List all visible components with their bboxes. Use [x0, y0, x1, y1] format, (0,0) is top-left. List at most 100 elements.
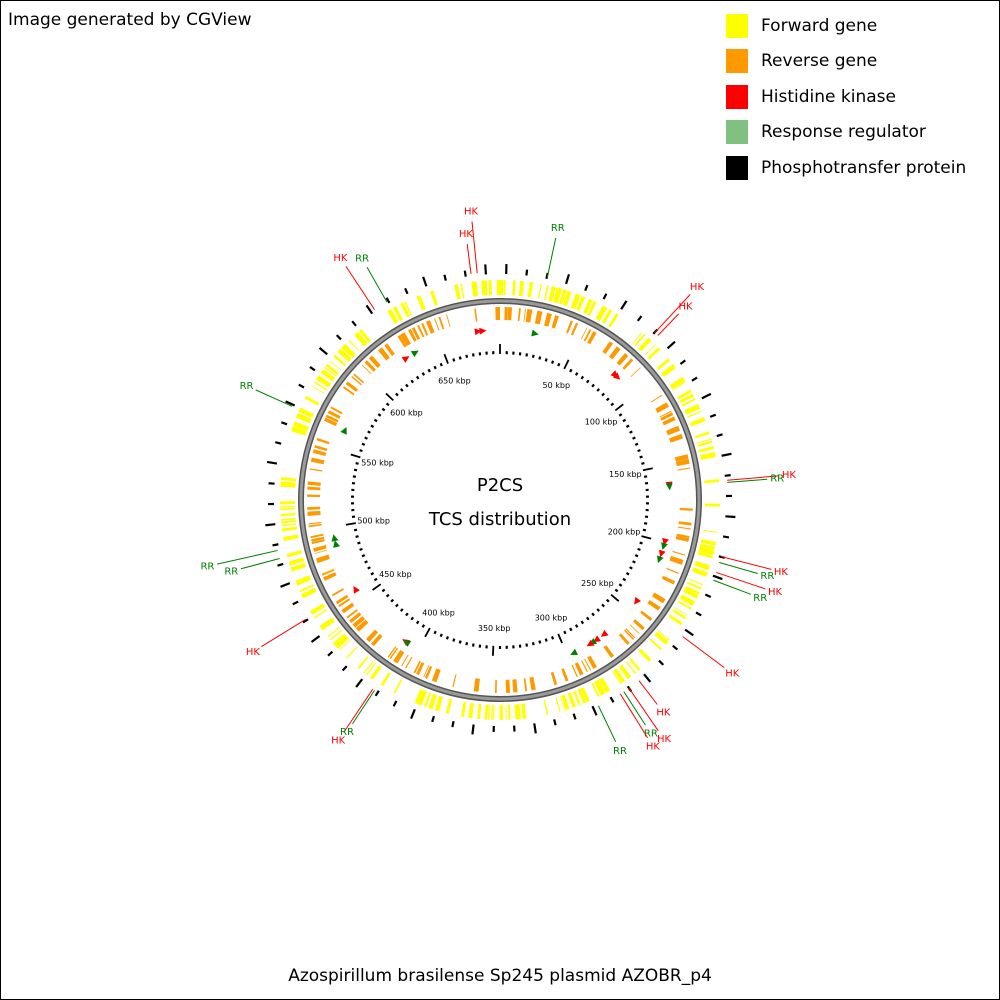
reverse-gene: [662, 416, 676, 426]
outer-tick: [335, 334, 342, 341]
outer-tick: [327, 650, 334, 657]
ruler-tick: [421, 372, 426, 376]
outer-tick: [712, 574, 723, 581]
ruler-tick: [642, 528, 647, 532]
reverse-gene: [678, 521, 692, 526]
forward-gene: [698, 546, 715, 556]
reverse-gene: [570, 322, 579, 336]
ruler-tick: [557, 633, 563, 644]
outer-tick: [722, 535, 730, 539]
hk-callout-label: HK: [331, 736, 346, 747]
hk-marker: [401, 356, 410, 363]
reverse-gene: [351, 376, 363, 386]
outer-tick: [620, 300, 628, 310]
reverse-gene: [324, 417, 338, 427]
reverse-gene: [434, 318, 440, 331]
outer-tick: [392, 700, 398, 707]
reverse-gene: [517, 307, 521, 322]
forward-gene: [577, 688, 587, 704]
reverse-gene: [371, 633, 383, 647]
forward-gene: [503, 280, 506, 296]
ruler-tick: [353, 528, 358, 532]
hk-callout-line: [720, 556, 772, 570]
hk-callout-line: [619, 693, 649, 739]
forward-gene: [632, 331, 643, 344]
forward-gene: [313, 609, 328, 619]
outer-tick: [451, 720, 455, 728]
outer-tick: [725, 515, 736, 519]
forward-gene: [460, 283, 465, 299]
outer-tick: [310, 635, 321, 643]
hk-marker: [593, 635, 601, 643]
forward-gene: [493, 704, 495, 720]
rr-callout-line: [255, 389, 293, 407]
forward-gene: [595, 305, 608, 322]
ruler-tick-label: 100 kbp: [585, 418, 618, 427]
forward-gene: [319, 617, 335, 631]
reverse-gene: [602, 341, 614, 355]
ruler-tick: [364, 560, 368, 564]
forward-gene: [357, 656, 369, 669]
forward-gene: [629, 657, 641, 671]
forward-gene: [346, 646, 358, 659]
ruler-tick: [373, 577, 378, 582]
forward-gene: [601, 309, 613, 324]
hk-marker: [658, 549, 666, 558]
reverse-gene: [368, 355, 381, 368]
forward-gene: [591, 682, 600, 697]
ruler-tick: [370, 572, 375, 576]
forward-gene: [354, 331, 368, 347]
backbone-ring-highlight: [299, 299, 701, 701]
rr-callout-line: [352, 690, 375, 725]
reverse-gene: [632, 619, 645, 631]
forward-gene: [430, 290, 438, 306]
forward-gene: [702, 529, 718, 533]
hk-callout-label: HK: [246, 647, 261, 658]
ruler-tick: [458, 356, 462, 360]
forward-gene: [555, 697, 561, 712]
reverse-gene: [507, 307, 513, 321]
reverse-gene: [640, 610, 653, 621]
forward-gene: [521, 703, 527, 719]
ruler-tick: [370, 424, 375, 428]
ruler-tick: [445, 636, 450, 640]
outer-tick: [365, 304, 374, 315]
forward-gene: [681, 398, 696, 407]
forward-gene: [339, 639, 351, 651]
forward-gene: [327, 627, 340, 638]
forward-gene: [668, 614, 683, 626]
ruler-tick-label: 650 kbp: [438, 376, 471, 385]
forward-gene: [656, 358, 671, 371]
reverse-gene: [314, 549, 328, 555]
outer-tick: [272, 543, 279, 547]
outer-tick: [277, 562, 284, 567]
reverse-gene: [423, 665, 430, 678]
forward-gene: [694, 431, 710, 439]
hk-marker: [479, 327, 487, 335]
ruler-tick: [601, 603, 605, 608]
forward-gene: [313, 381, 328, 391]
hk-marker: [612, 372, 621, 380]
reverse-gene: [675, 535, 690, 542]
forward-gene: [291, 425, 307, 436]
ruler-tick: [390, 598, 395, 603]
forward-gene: [612, 670, 622, 685]
rr-marker: [333, 540, 340, 548]
ruler-tick: [385, 593, 390, 598]
center-title: P2CS: [477, 475, 523, 496]
ruler-tick: [550, 636, 555, 640]
forward-gene: [468, 702, 474, 719]
ruler-tick-label: 200 kbp: [608, 528, 641, 537]
rr-callout-label: RR: [224, 566, 238, 577]
reverse-gene: [352, 616, 366, 628]
hk-callout-label: HK: [774, 567, 789, 578]
reverse-gene: [338, 598, 351, 608]
ruler-tick: [641, 535, 652, 540]
outer-tick: [355, 678, 364, 688]
outer-tick: [672, 644, 679, 651]
forward-gene: [325, 363, 340, 376]
outer-tick: [385, 297, 391, 304]
reverse-gene: [551, 315, 559, 329]
outer-tick: [422, 276, 428, 287]
reverse-gene: [413, 660, 421, 674]
